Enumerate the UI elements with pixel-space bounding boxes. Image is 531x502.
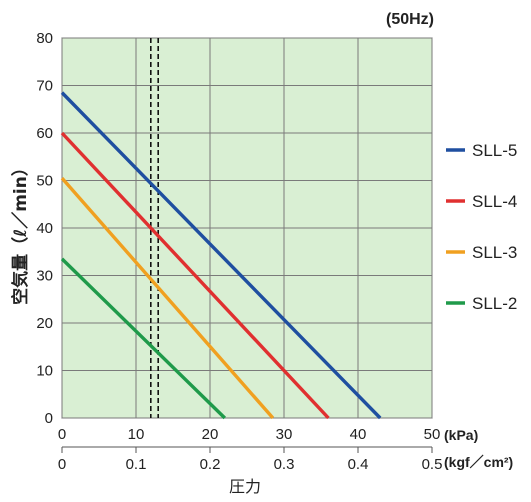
y-tick-label: 0 <box>45 410 53 427</box>
x-tick-label-kpa: 10 <box>128 426 145 443</box>
x-tick-label-kpa: 50 <box>424 426 441 443</box>
x-axis-label: 圧力 <box>229 477 261 496</box>
y-tick-label: 50 <box>36 173 53 190</box>
y-tick-label: 20 <box>36 315 53 332</box>
series-line-sll-2 <box>60 257 226 420</box>
x-tick-label-kgf: 0.2 <box>200 456 221 473</box>
x-tick-label-kpa: 20 <box>202 426 219 443</box>
legend-label-sll-2: SLL-2 <box>472 294 517 313</box>
y-axis-label: 空気量（ℓ／min） <box>10 159 31 305</box>
legend-label-sll-3: SLL-3 <box>472 243 517 262</box>
x-tick-label-kgf: 0.3 <box>274 456 295 473</box>
x-tick-label-kpa: 40 <box>350 426 367 443</box>
series-line-sll-4 <box>60 131 330 420</box>
y-tick-label: 40 <box>36 220 53 237</box>
legend-label-sll-5: SLL-5 <box>472 141 517 160</box>
legend-label-sll-4: SLL-4 <box>472 192 517 211</box>
x-tick-label-kgf: 0.4 <box>348 456 369 473</box>
legend: SLL-5 SLL-4 SLL-3 SLL-2 <box>446 141 517 313</box>
series-lines <box>60 91 382 420</box>
x-unit-secondary: (kgf／cm²) <box>444 454 513 470</box>
grid <box>61 37 433 419</box>
x-tick-label-kpa: 30 <box>276 426 293 443</box>
series-line-sll-3 <box>60 177 275 420</box>
x-tick-label-kgf: 0.5 <box>422 456 443 473</box>
y-tick-label: 70 <box>36 78 53 95</box>
x-unit-primary: (kPa) <box>444 427 478 443</box>
series-line-sll-5 <box>60 91 382 420</box>
x-tick-label-kgf: 0.1 <box>126 456 147 473</box>
y-tick-label: 30 <box>36 268 53 285</box>
tick-labels: 0 10 20 30 40 50 60 70 80 0 10 20 30 40 50 0 0.1 0.2 0.3 0.… <box>36 30 442 473</box>
y-tick-label: 80 <box>36 30 53 47</box>
y-tick-label: 60 <box>36 125 53 142</box>
x-tick-label-kgf: 0 <box>58 456 66 473</box>
y-tick-label: 10 <box>36 363 53 380</box>
x-tick-label-kpa: 0 <box>58 426 66 443</box>
frequency-label: (50Hz) <box>386 11 434 28</box>
